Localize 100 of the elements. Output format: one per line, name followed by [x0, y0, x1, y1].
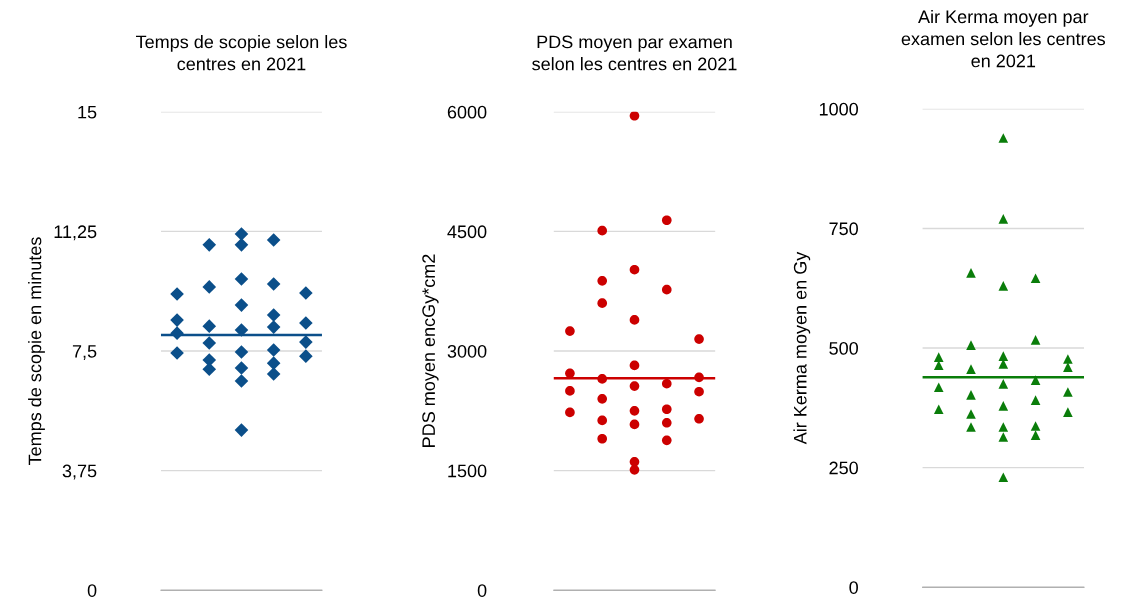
point	[629, 315, 640, 325]
point	[998, 281, 1009, 291]
point	[1030, 395, 1041, 405]
point	[266, 367, 281, 381]
point	[234, 238, 249, 252]
point	[966, 268, 976, 278]
point	[998, 472, 1009, 483]
point	[629, 419, 640, 430]
y-tick-label: 0	[849, 581, 858, 594]
point	[234, 374, 249, 388]
point	[202, 362, 217, 377]
point	[661, 404, 672, 415]
point	[629, 406, 640, 416]
point	[694, 372, 704, 383]
point	[266, 277, 281, 291]
point	[661, 284, 672, 295]
point	[933, 382, 944, 393]
y-tick-label: 250	[829, 461, 858, 475]
point	[234, 298, 249, 312]
y-tick-label: 7,5	[72, 345, 97, 360]
point	[234, 323, 249, 337]
point	[170, 287, 184, 301]
point	[1063, 362, 1073, 372]
y-tick-label: 6000	[447, 105, 487, 119]
point	[234, 272, 249, 286]
point	[597, 298, 608, 308]
y-tick-label: 1500	[448, 464, 487, 478]
point	[629, 264, 640, 275]
point	[170, 346, 184, 360]
point	[597, 225, 608, 236]
point	[266, 233, 281, 247]
point	[266, 356, 281, 370]
chart-title: PDS moyen par examen selon les centres en 2021	[532, 35, 737, 71]
y-tick-label: 4500	[447, 225, 487, 239]
point	[694, 386, 704, 397]
point	[998, 401, 1009, 411]
point	[966, 340, 976, 350]
point	[597, 374, 608, 384]
point	[170, 326, 184, 340]
point	[597, 415, 608, 426]
point	[299, 316, 313, 330]
y-axis-title: PDS moyen encGy*cm2	[422, 254, 439, 447]
point	[202, 238, 217, 252]
point	[597, 276, 608, 286]
point	[998, 422, 1009, 432]
y-tick-label: 3,75	[62, 464, 97, 480]
point	[661, 378, 672, 389]
point	[1030, 273, 1041, 283]
point	[597, 394, 608, 404]
point	[299, 286, 313, 300]
point	[661, 435, 672, 446]
point	[998, 351, 1009, 361]
point	[234, 361, 249, 375]
point	[266, 343, 281, 357]
y-tick-label: 15	[78, 105, 97, 119]
point	[966, 390, 976, 400]
point	[933, 404, 944, 415]
point	[234, 227, 249, 241]
y-tick-label: 3000	[447, 344, 487, 358]
chart-title: Air Kerma moyen par examen selon les centres en 2021	[901, 9, 1106, 68]
point	[597, 433, 608, 444]
point	[299, 349, 313, 363]
y-tick-label: 11,25	[54, 225, 97, 241]
point	[1063, 387, 1073, 397]
point	[1063, 354, 1073, 364]
point	[299, 335, 313, 349]
y-tick-label: 750	[829, 222, 858, 236]
point	[629, 381, 640, 391]
point	[1063, 407, 1073, 417]
point	[202, 319, 217, 333]
point	[629, 360, 640, 371]
point	[694, 334, 704, 344]
point	[170, 313, 184, 327]
chart-title: Temps de scopie selon les centres en 2021	[136, 35, 347, 71]
point	[661, 215, 672, 226]
point	[234, 345, 249, 359]
y-axis-title: Temps de scopie en minutes	[28, 237, 45, 466]
point	[565, 326, 575, 336]
point	[998, 432, 1009, 442]
y-tick-label: 0	[477, 584, 487, 597]
point	[998, 214, 1009, 224]
point	[202, 280, 217, 294]
point	[1030, 421, 1041, 431]
point	[629, 465, 640, 475]
y-axis-title: Air Kerma moyen en Gy	[793, 251, 811, 445]
point	[1030, 335, 1041, 345]
point	[1030, 430, 1041, 440]
point	[565, 407, 575, 418]
y-tick-label: 0	[87, 584, 97, 597]
point	[998, 133, 1009, 143]
point	[202, 336, 217, 350]
point	[629, 111, 640, 121]
y-tick-label: 1000	[819, 102, 858, 116]
point	[998, 379, 1009, 389]
point	[1030, 375, 1041, 385]
point	[933, 352, 944, 362]
point	[234, 423, 249, 437]
point	[661, 417, 672, 428]
point	[565, 386, 575, 396]
point	[694, 413, 704, 424]
